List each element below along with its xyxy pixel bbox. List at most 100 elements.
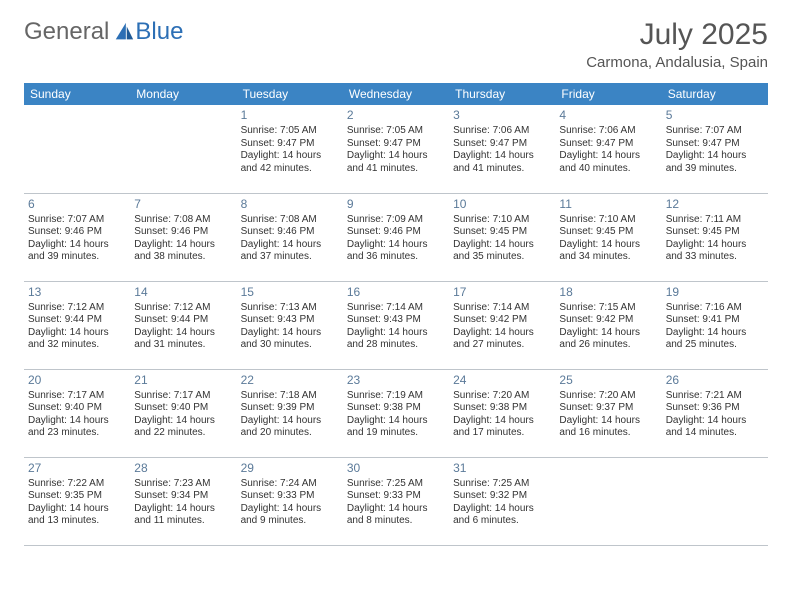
daylight-line: Daylight: 14 hours and 16 minutes. <box>559 415 657 440</box>
day-number: 26 <box>666 373 764 388</box>
daylight-line: Daylight: 14 hours and 30 minutes. <box>241 327 339 352</box>
empty-cell <box>130 105 236 193</box>
sunset-line: Sunset: 9:43 PM <box>241 314 339 327</box>
title-block: July 2025 Carmona, Andalusia, Spain <box>586 18 768 71</box>
day-number: 4 <box>559 108 657 123</box>
daylight-line: Daylight: 14 hours and 40 minutes. <box>559 150 657 175</box>
sunrise-line: Sunrise: 7:06 AM <box>559 125 657 138</box>
empty-cell <box>24 105 130 193</box>
day-number: 29 <box>241 461 339 476</box>
daylight-line: Daylight: 14 hours and 37 minutes. <box>241 239 339 264</box>
day-number: 22 <box>241 373 339 388</box>
day-number: 9 <box>347 197 445 212</box>
day-cell: 27Sunrise: 7:22 AMSunset: 9:35 PMDayligh… <box>24 457 130 545</box>
sunrise-line: Sunrise: 7:13 AM <box>241 302 339 315</box>
daylight-line: Daylight: 14 hours and 34 minutes. <box>559 239 657 264</box>
day-cell: 10Sunrise: 7:10 AMSunset: 9:45 PMDayligh… <box>449 193 555 281</box>
day-cell: 8 Sunrise: 7:08 AMSunset: 9:46 PMDaylight… <box>237 193 343 281</box>
sunset-line: Sunset: 9:42 PM <box>453 314 551 327</box>
calendar-row: 1Sunrise: 7:05 AMSunset: 9:47 PMDaylight… <box>24 105 768 193</box>
day-cell: 16Sunrise: 7:14 AMSunset: 9:43 PMDayligh… <box>343 281 449 369</box>
sunset-line: Sunset: 9:38 PM <box>453 402 551 415</box>
day-number: 7 <box>134 197 232 212</box>
calendar-table: SundayMondayTuesdayWednesdayThursdayFrid… <box>24 83 768 546</box>
day-cell: 5Sunrise: 7:07 AMSunset: 9:47 PMDaylight… <box>662 105 768 193</box>
day-number: 13 <box>28 285 126 300</box>
sunset-line: Sunset: 9:32 PM <box>453 490 551 503</box>
sunrise-line: Sunrise: 7:19 AM <box>347 390 445 403</box>
calendar-row: 13Sunrise: 7:12 AMSunset: 9:44 PMDayligh… <box>24 281 768 369</box>
day-cell: 11Sunrise: 7:10 AMSunset: 9:45 PMDayligh… <box>555 193 661 281</box>
sunrise-line: Sunrise: 7:17 AM <box>28 390 126 403</box>
empty-cell <box>662 457 768 545</box>
day-number: 21 <box>134 373 232 388</box>
day-cell: 17Sunrise: 7:14 AMSunset: 9:42 PMDayligh… <box>449 281 555 369</box>
daylight-line: Daylight: 14 hours and 6 minutes. <box>453 503 551 528</box>
day-cell: 9Sunrise: 7:09 AMSunset: 9:46 PMDaylight… <box>343 193 449 281</box>
sunset-line: Sunset: 9:47 PM <box>559 138 657 151</box>
daylight-line: Daylight: 14 hours and 32 minutes. <box>28 327 126 352</box>
sunset-line: Sunset: 9:47 PM <box>453 138 551 151</box>
daylight-line: Daylight: 14 hours and 31 minutes. <box>134 327 232 352</box>
day-number: 25 <box>559 373 657 388</box>
sunrise-line: Sunrise: 7:18 AM <box>241 390 339 403</box>
sunset-line: Sunset: 9:46 PM <box>347 226 445 239</box>
sunset-line: Sunset: 9:46 PM <box>241 226 339 239</box>
header: General Blue July 2025 Carmona, Andalusi… <box>24 18 768 71</box>
sunrise-line: Sunrise: 7:17 AM <box>134 390 232 403</box>
daylight-line: Daylight: 14 hours and 19 minutes. <box>347 415 445 440</box>
sunrise-line: Sunrise: 7:05 AM <box>241 125 339 138</box>
daylight-line: Daylight: 14 hours and 11 minutes. <box>134 503 232 528</box>
day-cell: 1Sunrise: 7:05 AMSunset: 9:47 PMDaylight… <box>237 105 343 193</box>
calendar-row: 27Sunrise: 7:22 AMSunset: 9:35 PMDayligh… <box>24 457 768 545</box>
sunrise-line: Sunrise: 7:08 AM <box>241 214 339 227</box>
day-cell: 7Sunrise: 7:08 AMSunset: 9:46 PMDaylight… <box>130 193 236 281</box>
sunset-line: Sunset: 9:42 PM <box>559 314 657 327</box>
daylight-line: Daylight: 14 hours and 8 minutes. <box>347 503 445 528</box>
weekday-header: Thursday <box>449 83 555 105</box>
daylight-line: Daylight: 14 hours and 20 minutes. <box>241 415 339 440</box>
sunset-line: Sunset: 9:33 PM <box>241 490 339 503</box>
day-cell: 26Sunrise: 7:21 AMSunset: 9:36 PMDayligh… <box>662 369 768 457</box>
day-number: 11 <box>559 197 657 212</box>
day-cell: 31Sunrise: 7:25 AMSunset: 9:32 PMDayligh… <box>449 457 555 545</box>
weekday-header: Friday <box>555 83 661 105</box>
sunset-line: Sunset: 9:44 PM <box>134 314 232 327</box>
daylight-line: Daylight: 14 hours and 23 minutes. <box>28 415 126 440</box>
sunrise-line: Sunrise: 7:22 AM <box>28 478 126 491</box>
sunrise-line: Sunrise: 7:14 AM <box>347 302 445 315</box>
daylight-line: Daylight: 14 hours and 14 minutes. <box>666 415 764 440</box>
sunrise-line: Sunrise: 7:24 AM <box>241 478 339 491</box>
sunrise-line: Sunrise: 7:08 AM <box>134 214 232 227</box>
daylight-line: Daylight: 14 hours and 39 minutes. <box>666 150 764 175</box>
sunset-line: Sunset: 9:45 PM <box>559 226 657 239</box>
day-number: 8 <box>241 197 339 212</box>
sunset-line: Sunset: 9:37 PM <box>559 402 657 415</box>
day-cell: 13Sunrise: 7:12 AMSunset: 9:44 PMDayligh… <box>24 281 130 369</box>
daylight-line: Daylight: 14 hours and 22 minutes. <box>134 415 232 440</box>
daylight-line: Daylight: 14 hours and 38 minutes. <box>134 239 232 264</box>
calendar-row: 6Sunrise: 7:07 AMSunset: 9:46 PMDaylight… <box>24 193 768 281</box>
day-cell: 29 Sunrise: 7:24 AMSunset: 9:33 PMDayligh… <box>237 457 343 545</box>
sunrise-line: Sunrise: 7:09 AM <box>347 214 445 227</box>
day-number: 14 <box>134 285 232 300</box>
sunset-line: Sunset: 9:40 PM <box>28 402 126 415</box>
sunrise-line: Sunrise: 7:05 AM <box>347 125 445 138</box>
daylight-line: Daylight: 14 hours and 33 minutes. <box>666 239 764 264</box>
empty-cell <box>555 457 661 545</box>
sunrise-line: Sunrise: 7:10 AM <box>453 214 551 227</box>
daylight-line: Daylight: 14 hours and 41 minutes. <box>347 150 445 175</box>
weekday-header: Wednesday <box>343 83 449 105</box>
sunrise-line: Sunrise: 7:25 AM <box>453 478 551 491</box>
day-cell: 28Sunrise: 7:23 AMSunset: 9:34 PMDayligh… <box>130 457 236 545</box>
sunrise-line: Sunrise: 7:11 AM <box>666 214 764 227</box>
sunrise-line: Sunrise: 7:12 AM <box>28 302 126 315</box>
calendar-body: 1Sunrise: 7:05 AMSunset: 9:47 PMDaylight… <box>24 105 768 545</box>
weekday-header: Saturday <box>662 83 768 105</box>
daylight-line: Daylight: 14 hours and 9 minutes. <box>241 503 339 528</box>
sunrise-line: Sunrise: 7:20 AM <box>559 390 657 403</box>
sunrise-line: Sunrise: 7:12 AM <box>134 302 232 315</box>
day-number: 23 <box>347 373 445 388</box>
day-number: 17 <box>453 285 551 300</box>
day-cell: 18Sunrise: 7:15 AMSunset: 9:42 PMDayligh… <box>555 281 661 369</box>
